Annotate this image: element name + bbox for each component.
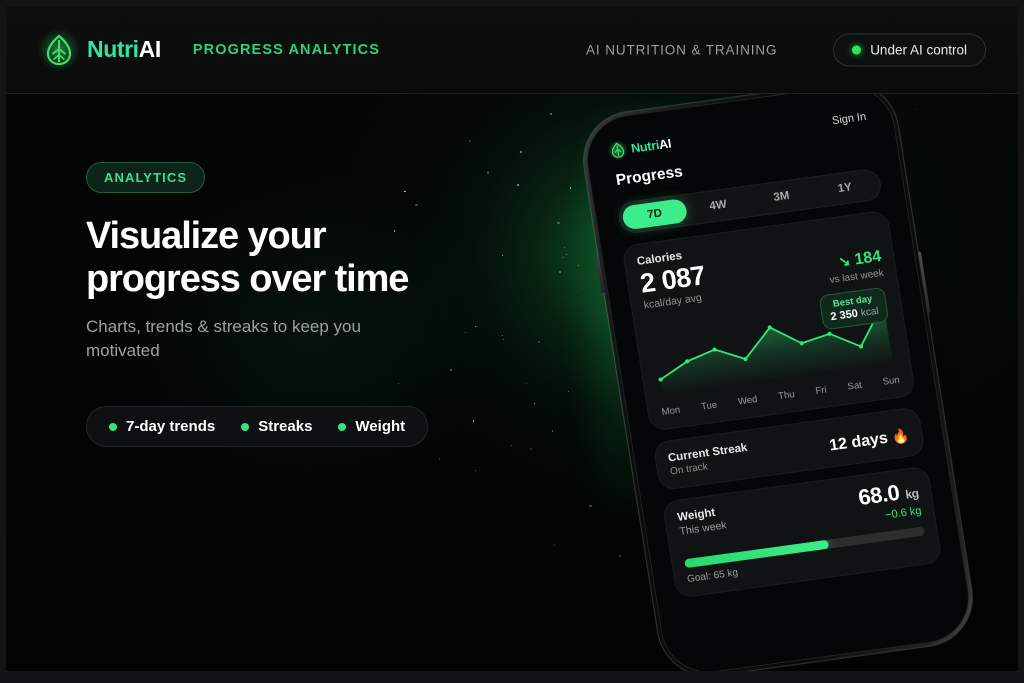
weight-number: 68.0 <box>856 480 902 511</box>
bullet-dot-icon <box>338 422 347 431</box>
tooltip-number: 2 350 <box>829 307 859 324</box>
status-dot-icon <box>852 45 862 54</box>
feature-item-trends: 7-day trends <box>109 418 215 435</box>
x-tick-wed: Wed <box>737 394 759 408</box>
feature-label: Streaks <box>258 418 313 436</box>
app-header: NutriAI Sign In <box>605 104 874 162</box>
phone-bezel: NutriAI Sign In Progress 7D 4W 3M 1Y <box>580 79 976 671</box>
fire-icon: 🔥 <box>890 427 911 446</box>
weight-card[interactable]: Weight This week 68.0 kg −0.6 kg <box>661 465 943 600</box>
status-badge-label: Under AI control <box>870 42 967 57</box>
tab-3m[interactable]: 3M <box>772 189 791 204</box>
chart-data-point[interactable] <box>799 341 804 346</box>
app-brand-name: NutriAI <box>630 136 672 155</box>
weight-unit: kg <box>904 486 920 502</box>
x-tick-mon: Mon <box>661 404 682 419</box>
tab-7d[interactable]: 7D <box>621 198 689 231</box>
bullet-dot-icon <box>109 422 117 431</box>
feature-item-weight: Weight <box>338 418 405 435</box>
x-tick-thu: Thu <box>777 389 796 403</box>
phone-mockup: NutriAI Sign In Progress 7D 4W 3M 1Y <box>560 57 999 671</box>
weight-left: Weight This week <box>677 506 728 538</box>
feature-label: Weight <box>355 418 406 436</box>
hero-title-line1: Visualize your <box>86 215 327 257</box>
page-title: Visualize your progress over time <box>86 215 506 300</box>
streak-left: Current Streak On track <box>667 442 750 478</box>
weight-value: 68.0 kg <box>856 479 920 511</box>
header-tagline: AI NUTRITION & TRAINING <box>586 42 778 57</box>
feature-label: 7-day trends <box>126 418 216 436</box>
app-brand-logo[interactable]: NutriAI <box>605 135 672 162</box>
feature-pill-bar: 7-day trends Streaks Weight <box>86 406 429 448</box>
top-header-bar: NutriAI PROGRESS ANALYTICS AI NUTRITION … <box>6 6 1018 94</box>
streak-row: Current Streak On track 12 days 🔥 <box>667 420 911 478</box>
streak-days: 12 days <box>828 430 890 455</box>
streak-value: 12 days 🔥 <box>828 427 911 456</box>
bullet-dot-icon <box>241 422 250 431</box>
tab-4w[interactable]: 4W <box>708 198 728 213</box>
calories-kpi-left: 2 087 kcal/day avg <box>638 260 709 312</box>
hero-subtitle: Charts, trends & streaks to keep you mot… <box>86 317 361 361</box>
chart-data-point[interactable] <box>685 359 690 364</box>
app-brand-primary: Nutri <box>630 137 661 156</box>
phone-screen: NutriAI Sign In Progress 7D 4W 3M 1Y <box>584 83 972 671</box>
x-tick-sun: Sun <box>882 374 901 389</box>
down-arrow-icon: ↘ <box>837 252 852 270</box>
leaf-icon <box>38 28 80 71</box>
hero-section: ANALYTICS Visualize your progress over t… <box>86 162 506 448</box>
page-canvas: NutriAI PROGRESS ANALYTICS AI NUTRITION … <box>6 6 1018 671</box>
x-tick-fri: Fri <box>814 384 828 398</box>
tooltip-unit: kcal <box>860 306 880 320</box>
chart-data-point[interactable] <box>712 347 717 353</box>
chart-data-point[interactable] <box>827 332 832 337</box>
brand-name-primary: Nutri <box>87 36 139 62</box>
hero-title-line2: progress over time <box>86 257 409 300</box>
chart-data-point[interactable] <box>658 377 663 383</box>
brand-name: NutriAI <box>87 36 161 63</box>
calories-delta-value: 184 <box>853 248 883 269</box>
weight-right: 68.0 kg −0.6 kg <box>856 479 922 525</box>
analytics-chip: ANALYTICS <box>86 162 206 193</box>
calories-card[interactable]: Calories 2 087 kcal/day avg ↘ 184 vs las… <box>621 209 917 433</box>
feature-item-streaks: Streaks <box>241 418 312 435</box>
section-tag: PROGRESS ANALYTICS <box>192 41 380 58</box>
leaf-icon <box>605 138 630 162</box>
calories-chart[interactable]: Best day 2 350 kcal <box>647 287 900 405</box>
x-tick-tue: Tue <box>700 399 718 413</box>
app-brand-secondary: AI <box>657 135 673 152</box>
x-tick-sat: Sat <box>846 380 863 393</box>
brand-name-secondary: AI <box>138 36 162 62</box>
tab-1y[interactable]: 1Y <box>837 181 853 196</box>
status-badge[interactable]: Under AI control <box>833 33 986 66</box>
chart-data-point[interactable] <box>767 325 773 330</box>
brand-logo[interactable]: NutriAI <box>38 28 161 71</box>
sign-in-link[interactable]: Sign In <box>831 110 867 127</box>
calories-kpi-right: ↘ 184 vs last week <box>826 248 885 286</box>
phone-frame: NutriAI Sign In Progress 7D 4W 3M 1Y <box>576 76 980 671</box>
chart-data-point[interactable] <box>743 357 748 362</box>
chart-data-point[interactable] <box>858 344 864 349</box>
